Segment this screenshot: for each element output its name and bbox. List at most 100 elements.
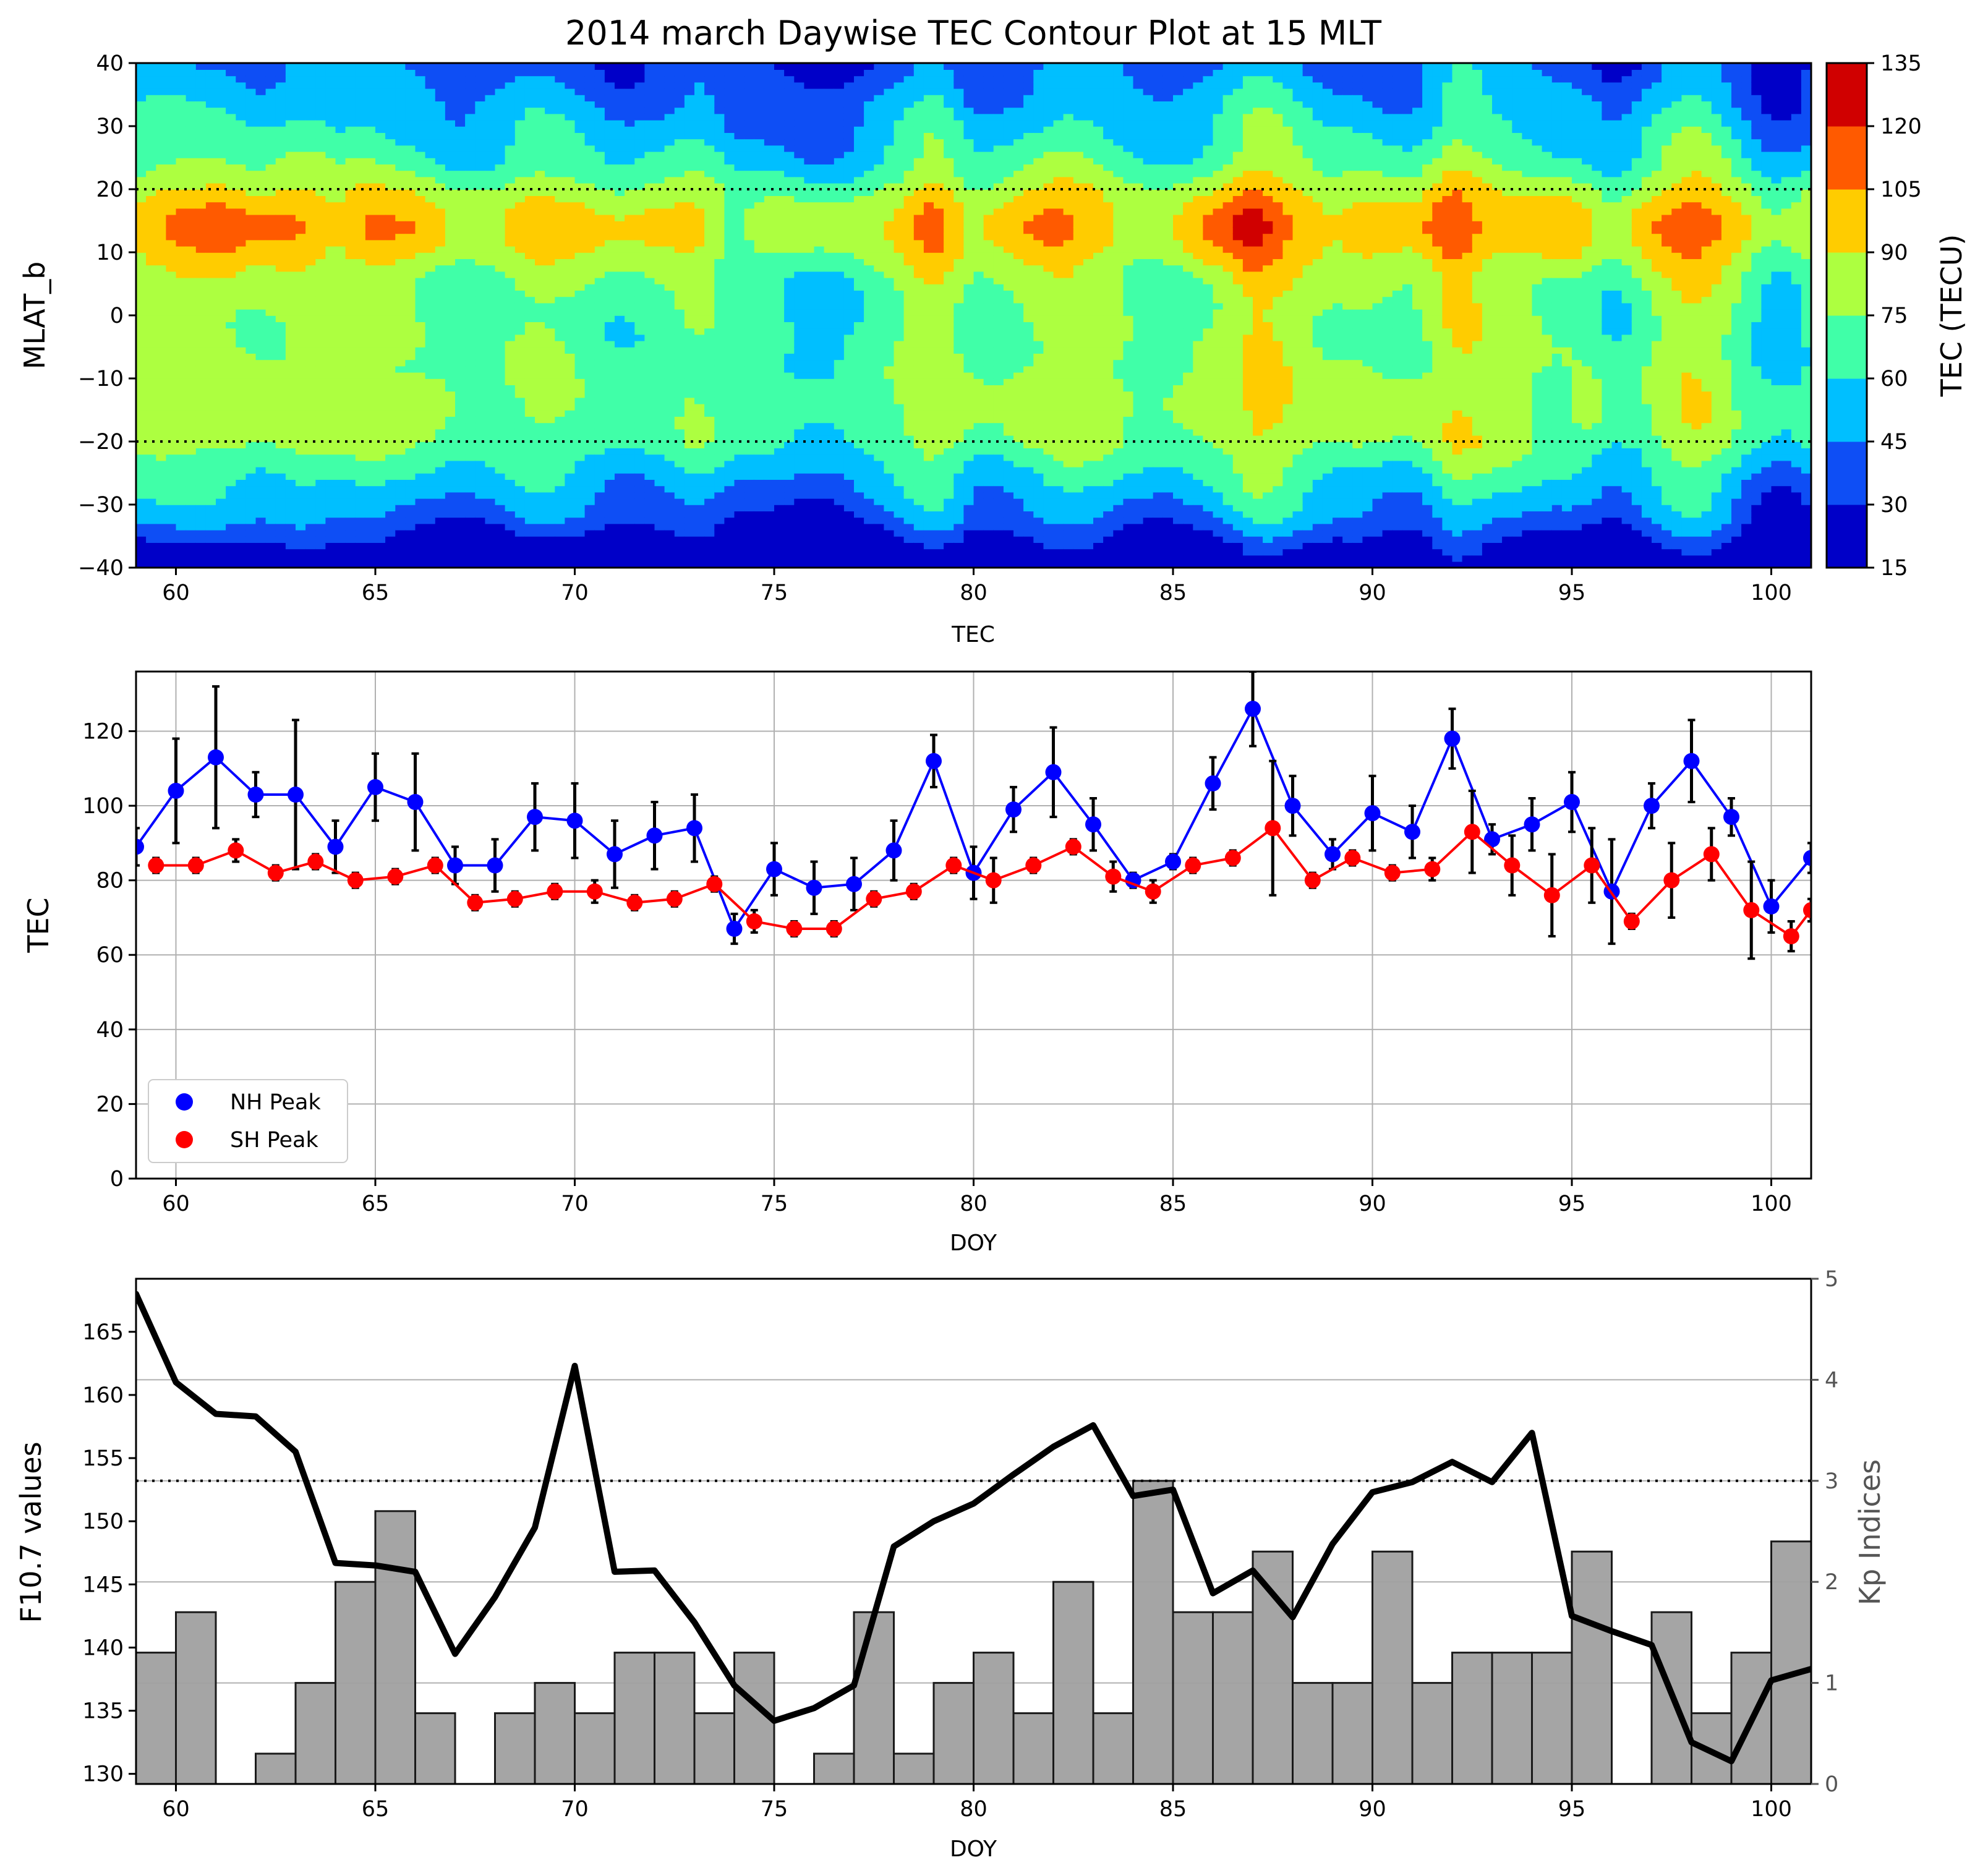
contour-cell (514, 132, 526, 140)
contour-cell (514, 505, 526, 511)
contour-cell (555, 328, 566, 335)
contour-cell (584, 265, 595, 272)
contour-cell (744, 561, 755, 568)
contour-cell (594, 422, 605, 430)
contour-cell (236, 245, 247, 253)
contour-cell (205, 403, 216, 411)
contour-cell (744, 359, 755, 367)
contour-cell (245, 340, 257, 348)
contour-cell (495, 208, 506, 215)
contour-cell (245, 561, 257, 568)
contour-cell (485, 227, 496, 234)
contour-cell (385, 505, 396, 511)
contour-cell (315, 517, 326, 524)
contour-cell (375, 75, 386, 83)
contour-cell (445, 479, 456, 487)
contour-cell (275, 258, 286, 266)
contour-cell (255, 265, 267, 272)
contour-cell (574, 340, 586, 348)
contour-cell (136, 189, 147, 196)
contour-cell (664, 88, 675, 95)
contour-cell (644, 202, 655, 209)
contour-cell (505, 385, 516, 392)
contour-cell (415, 460, 426, 467)
contour-cell (156, 479, 167, 487)
contour-cell (625, 233, 635, 241)
contour-cell (425, 473, 436, 480)
contour-cell (555, 69, 566, 77)
contour-cell (335, 126, 346, 133)
contour-cell (674, 410, 685, 417)
contour-cell (445, 322, 456, 329)
contour-cell (395, 296, 406, 304)
contour-cell (495, 63, 506, 70)
contour-cell (684, 119, 695, 127)
contour-cell (236, 126, 247, 133)
contour-cell (345, 239, 356, 247)
contour-cell (335, 435, 346, 442)
contour-cell (674, 145, 685, 152)
contour-cell (186, 517, 197, 524)
contour-cell (226, 347, 236, 354)
contour-cell (465, 391, 476, 398)
contour-cell (435, 410, 446, 417)
contour-cell (395, 170, 406, 177)
contour-cell (375, 505, 386, 511)
contour-cell (475, 88, 486, 95)
contour-cell (166, 227, 177, 234)
contour-cell (146, 460, 156, 467)
contour-cell (275, 340, 286, 348)
contour-cell (604, 334, 615, 341)
contour-cell (565, 479, 576, 487)
contour-cell (445, 561, 456, 568)
contour-cell (176, 359, 187, 367)
contour-cell (146, 164, 156, 171)
contour-cell (535, 359, 545, 367)
contour-cell (565, 548, 576, 556)
contour-cell (734, 107, 745, 114)
contour-cell (275, 88, 286, 95)
contour-cell (694, 473, 705, 480)
contour-cell (615, 359, 625, 367)
contour-cell (285, 365, 296, 373)
contour-cell (205, 422, 216, 430)
contour-cell (435, 372, 446, 379)
contour-cell (305, 233, 316, 241)
contour-cell (425, 353, 436, 361)
contour-cell (555, 448, 566, 455)
contour-cell (445, 334, 456, 341)
contour-cell (236, 479, 247, 487)
contour-cell (654, 176, 665, 184)
contour-cell (724, 340, 735, 348)
contour-cell (136, 529, 147, 537)
contour-cell (694, 561, 705, 568)
contour-cell (694, 517, 705, 524)
contour-cell (315, 429, 326, 436)
contour-cell (275, 429, 286, 436)
contour-cell (405, 542, 416, 550)
contour-cell (485, 391, 496, 398)
contour-cell (674, 107, 685, 114)
contour-cell (226, 214, 236, 221)
contour-cell (335, 479, 346, 487)
contour-cell (156, 88, 167, 95)
contour-cell (684, 416, 695, 424)
contour-cell (325, 95, 336, 101)
contour-cell (584, 176, 595, 184)
contour-cell (734, 214, 745, 221)
contour-cell (245, 195, 257, 203)
contour-cell (136, 322, 147, 329)
contour-cell (385, 151, 396, 158)
contour-cell (176, 454, 187, 461)
contour-cell (186, 542, 197, 550)
contour-cell (325, 454, 336, 461)
contour-cell (365, 523, 376, 531)
contour-cell (654, 82, 665, 89)
contour-cell (395, 492, 406, 499)
contour-cell (744, 542, 755, 550)
contour-cell (395, 258, 406, 266)
contour-cell (644, 88, 655, 95)
contour-cell (156, 126, 167, 133)
contour-cell (475, 385, 486, 392)
contour-cell (445, 378, 456, 385)
